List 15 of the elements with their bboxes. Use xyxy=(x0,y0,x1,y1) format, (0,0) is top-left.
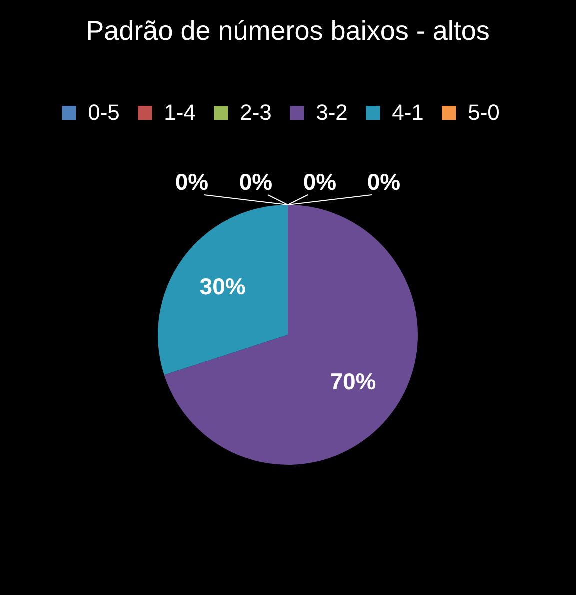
legend-label: 0-5 xyxy=(88,100,120,125)
legend-label: 2-3 xyxy=(240,100,272,125)
legend-label: 4-1 xyxy=(392,100,424,125)
chart-title: Padrão de números baixos - altos xyxy=(86,16,490,46)
legend-label: 1-4 xyxy=(164,100,196,125)
text: 0% xyxy=(175,169,209,195)
data-label: 30% xyxy=(200,274,246,300)
pie-slice xyxy=(158,205,288,376)
legend-label: 3-2 xyxy=(316,100,348,125)
legend-label: 5-0 xyxy=(468,100,500,125)
text: 0% xyxy=(303,169,337,195)
text: 0% xyxy=(239,169,273,195)
text: 0% xyxy=(367,169,401,195)
data-label: 70% xyxy=(330,368,376,394)
pie-slice xyxy=(164,205,418,465)
